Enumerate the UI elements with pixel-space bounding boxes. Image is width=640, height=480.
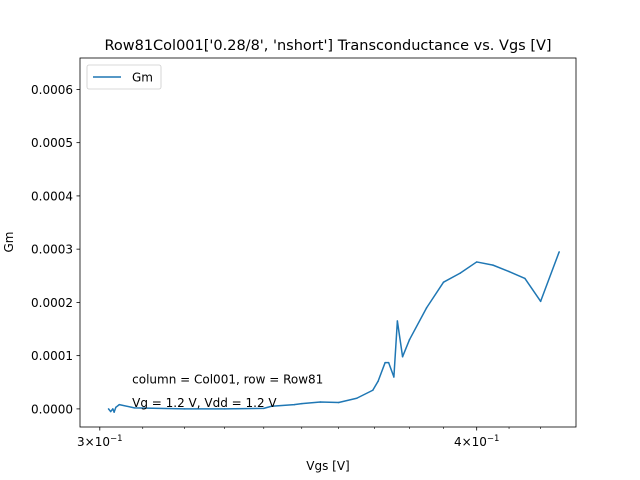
data-point xyxy=(539,300,542,303)
x-tick-label-base: 3×10 xyxy=(77,435,110,449)
data-point xyxy=(133,407,136,409)
legend-label-gm: Gm xyxy=(132,71,153,85)
data-point xyxy=(401,355,404,358)
data-point xyxy=(337,401,340,404)
data-point xyxy=(293,403,295,406)
chart-title: Row81Col001['0.28/8', 'nshort'] Transcon… xyxy=(104,38,551,54)
data-point xyxy=(109,410,112,413)
x-tick-label-exponent: −1 xyxy=(110,434,123,444)
x-tick-label: 4×10−1 xyxy=(454,434,500,449)
data-point xyxy=(263,407,265,410)
data-point xyxy=(408,338,411,341)
data-point xyxy=(270,405,273,407)
data-point xyxy=(558,251,560,253)
annotations: column = Col001, row = Row81 Vg = 1.2 V, … xyxy=(132,372,323,409)
data-point xyxy=(301,402,303,405)
legend-box xyxy=(86,64,162,90)
data-point xyxy=(508,270,510,273)
y-axis: 0.0000 0.0001 0.0002 0.0003 0.0004 0.0005 0.00… xyxy=(31,83,80,416)
data-point xyxy=(183,408,186,410)
y-tick-label: 0.0003 xyxy=(31,243,73,257)
data-point xyxy=(118,403,121,406)
data-point xyxy=(442,281,445,283)
y-tick-label: 0.0005 xyxy=(31,136,73,150)
data-point xyxy=(393,376,395,378)
y-tick-label: 0.0004 xyxy=(31,189,73,203)
x-axis-label: Vgs [V] xyxy=(306,459,349,473)
data-point xyxy=(372,389,374,392)
series-layer xyxy=(107,251,560,413)
y-tick-label: 0.0006 xyxy=(31,83,73,97)
data-point xyxy=(107,408,110,410)
data-point xyxy=(113,411,115,413)
y-axis-label: Gm xyxy=(2,232,16,253)
data-point xyxy=(223,408,226,410)
data-point xyxy=(475,261,478,263)
legend: Gm xyxy=(86,64,162,90)
data-point xyxy=(112,408,114,410)
annotation-text: Vg = 1.2 V, Vdd = 1.2 V xyxy=(132,396,277,410)
data-point xyxy=(377,380,379,382)
data-point xyxy=(384,361,386,364)
plot-area-frame xyxy=(79,57,577,428)
data-point xyxy=(115,406,117,409)
x-tick-label-base: 4×10 xyxy=(454,435,487,449)
data-point xyxy=(459,272,461,274)
data-point xyxy=(355,397,358,399)
data-point xyxy=(524,277,526,280)
x-tick-label-exponent: −1 xyxy=(487,434,500,444)
data-point xyxy=(425,306,428,309)
y-tick-label: 0.0000 xyxy=(31,402,73,416)
data-point xyxy=(319,401,322,403)
data-point xyxy=(396,320,399,322)
data-point xyxy=(492,264,494,266)
annotation-text: column = Col001, row = Row81 xyxy=(132,372,323,386)
data-point xyxy=(387,361,390,364)
x-axis: 3×10−1 4×10−1 xyxy=(77,427,541,449)
x-tick-label: 3×10−1 xyxy=(77,434,123,449)
y-tick-label: 0.0001 xyxy=(31,349,73,363)
y-tick-label: 0.0002 xyxy=(31,296,73,310)
